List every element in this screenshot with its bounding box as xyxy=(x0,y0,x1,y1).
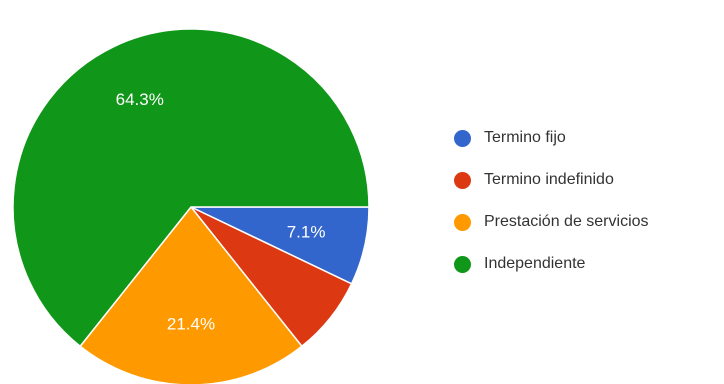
legend-item-termino-fijo: Termino fijo xyxy=(454,128,649,148)
pie-slice-label-termino-fijo: 7.1% xyxy=(287,223,326,242)
legend-label-prestacion-de-servicios: Prestación de servicios xyxy=(484,213,649,230)
pie-slice-label-prestacion-de-servicios: 21.4% xyxy=(167,314,215,333)
legend: Termino fijo Termino indefinido Prestaci… xyxy=(454,128,649,274)
pie-slice-labels: 7.1% 21.4% 64.3% xyxy=(116,90,326,333)
pie-slice-independiente xyxy=(12,28,370,348)
legend-swatch-termino-indefinido xyxy=(454,171,471,189)
legend-item-independiente: Independiente xyxy=(454,254,649,274)
pie-slices xyxy=(12,28,370,384)
legend-label-termino-indefinido: Termino indefinido xyxy=(484,171,614,188)
legend-swatch-termino-fijo xyxy=(454,129,471,147)
legend-item-prestacion-de-servicios: Prestación de servicios xyxy=(454,212,649,232)
legend-swatch-prestacion-de-servicios xyxy=(454,213,471,231)
pie-slice-prestacion-de-servicios xyxy=(79,205,303,384)
legend-label-termino-fijo: Termino fijo xyxy=(484,129,566,146)
legend-label-independiente: Independiente xyxy=(484,255,586,272)
legend-swatch-independiente xyxy=(454,255,471,273)
legend-item-termino-indefinido: Termino indefinido xyxy=(454,170,649,190)
pie-slice-label-independiente: 64.3% xyxy=(116,90,164,109)
